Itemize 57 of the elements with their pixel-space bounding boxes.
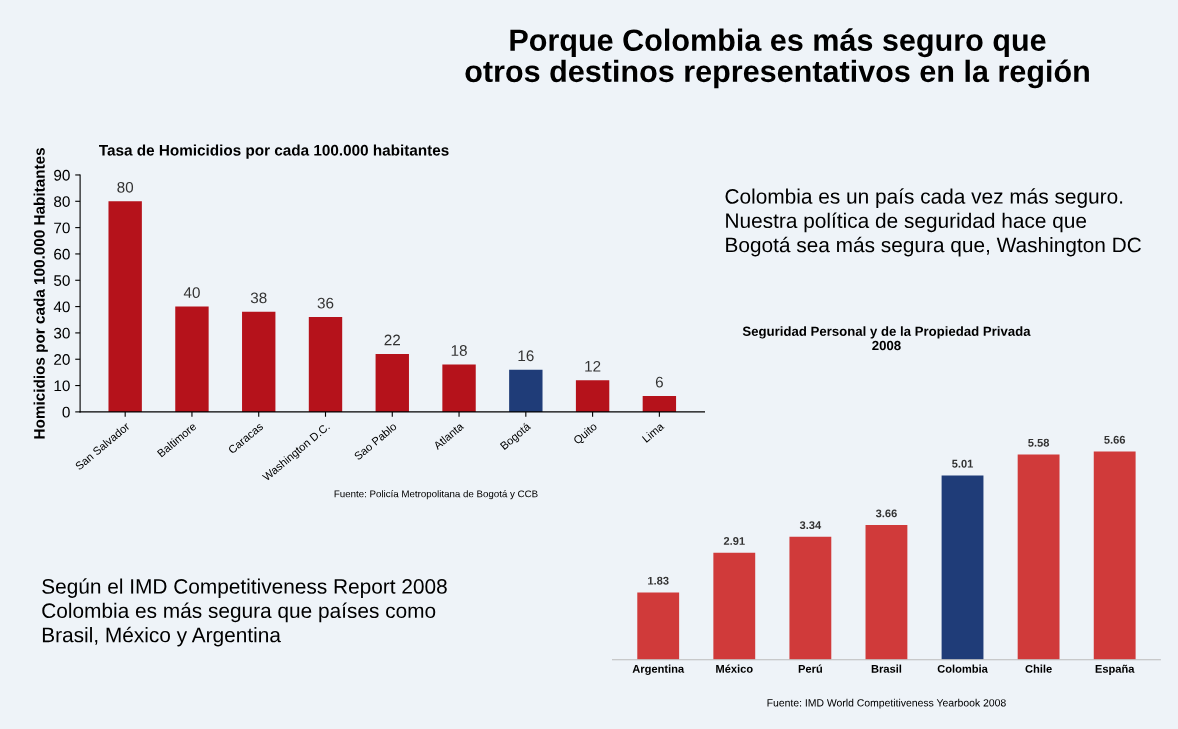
y-tick-label: 60 bbox=[54, 248, 70, 260]
bar bbox=[637, 592, 680, 660]
x-tick-label: México bbox=[716, 664, 753, 673]
y-tick-label: 10 bbox=[54, 380, 70, 392]
x-tick-label: Chile bbox=[1025, 664, 1052, 673]
y-tick-label: 40 bbox=[53, 301, 70, 313]
data-label: 80 bbox=[117, 181, 134, 193]
chart-title: Tasa de Homicidios por cada 100.000 habitantes bbox=[99, 144, 449, 159]
y-tick-label: 20 bbox=[54, 354, 70, 365]
text: Porque Colombia es más seguro que otros destinos representativos en la región bbox=[465, 28, 1089, 89]
x-tick-label: Colombia bbox=[937, 664, 988, 673]
data-label: 16 bbox=[518, 350, 534, 362]
x-tick-label: Brasil bbox=[871, 664, 902, 673]
data-label: 22 bbox=[384, 334, 400, 346]
y-tick-label: 90 bbox=[54, 169, 70, 181]
bar bbox=[941, 475, 984, 660]
y-tick-label: 30 bbox=[53, 327, 70, 339]
x-tick-label: Argentina bbox=[632, 664, 685, 676]
x-tick-label: Perú bbox=[798, 664, 822, 673]
y-tick-label: 70 bbox=[54, 222, 70, 234]
x-tick-label: España bbox=[1095, 664, 1135, 675]
data-label: 1.83 bbox=[648, 576, 669, 585]
bar bbox=[442, 364, 476, 412]
y-tick-label: 80 bbox=[54, 196, 70, 207]
bar bbox=[175, 306, 209, 412]
bar bbox=[242, 311, 276, 412]
data-label: 12 bbox=[585, 360, 601, 372]
bar bbox=[308, 317, 343, 412]
source-note: Fuente: Policía Metropolitana de Bogotá y CCB bbox=[334, 490, 538, 500]
data-label: 3.66 bbox=[875, 509, 897, 518]
chart-title: Seguridad Personal y de la Propiedad Privada 2008 bbox=[742, 326, 1031, 351]
data-label: 18 bbox=[451, 345, 467, 356]
bar bbox=[108, 201, 142, 412]
data-label: 5.58 bbox=[1028, 438, 1050, 447]
data-label: 36 bbox=[317, 297, 334, 309]
data-label: 2.91 bbox=[723, 537, 745, 545]
bar bbox=[1017, 454, 1060, 660]
y-tick-label: 0 bbox=[62, 406, 70, 418]
bar bbox=[509, 369, 543, 412]
bar bbox=[575, 380, 610, 412]
text: Colombia es un país cada vez más seguro. Nuestra política de seguridad hace que Bogotá sea más segura que, Washington DC bbox=[725, 188, 1141, 257]
bar bbox=[713, 552, 756, 660]
bar bbox=[1093, 451, 1136, 660]
text: Según el IMD Competitiveness Report 2008 Colombia es más segura que países como Brasil, México y Argentina bbox=[42, 578, 447, 647]
data-label: 40 bbox=[183, 287, 200, 299]
data-label: 6 bbox=[655, 376, 663, 388]
data-label: 38 bbox=[250, 292, 267, 304]
source-note: Fuente: IMD World Competitiveness Yearbook 2008 bbox=[767, 698, 1006, 709]
bar bbox=[865, 525, 908, 660]
bar bbox=[789, 536, 832, 660]
y-axis-title: Homicidios por cada 100.000 Habitantes bbox=[33, 148, 48, 439]
bar bbox=[642, 396, 677, 412]
bar bbox=[375, 353, 409, 412]
data-label: 5.66 bbox=[1104, 435, 1126, 444]
data-label: 3.34 bbox=[799, 521, 822, 530]
data-label: 5.01 bbox=[952, 459, 974, 468]
y-tick-label: 50 bbox=[54, 275, 70, 286]
